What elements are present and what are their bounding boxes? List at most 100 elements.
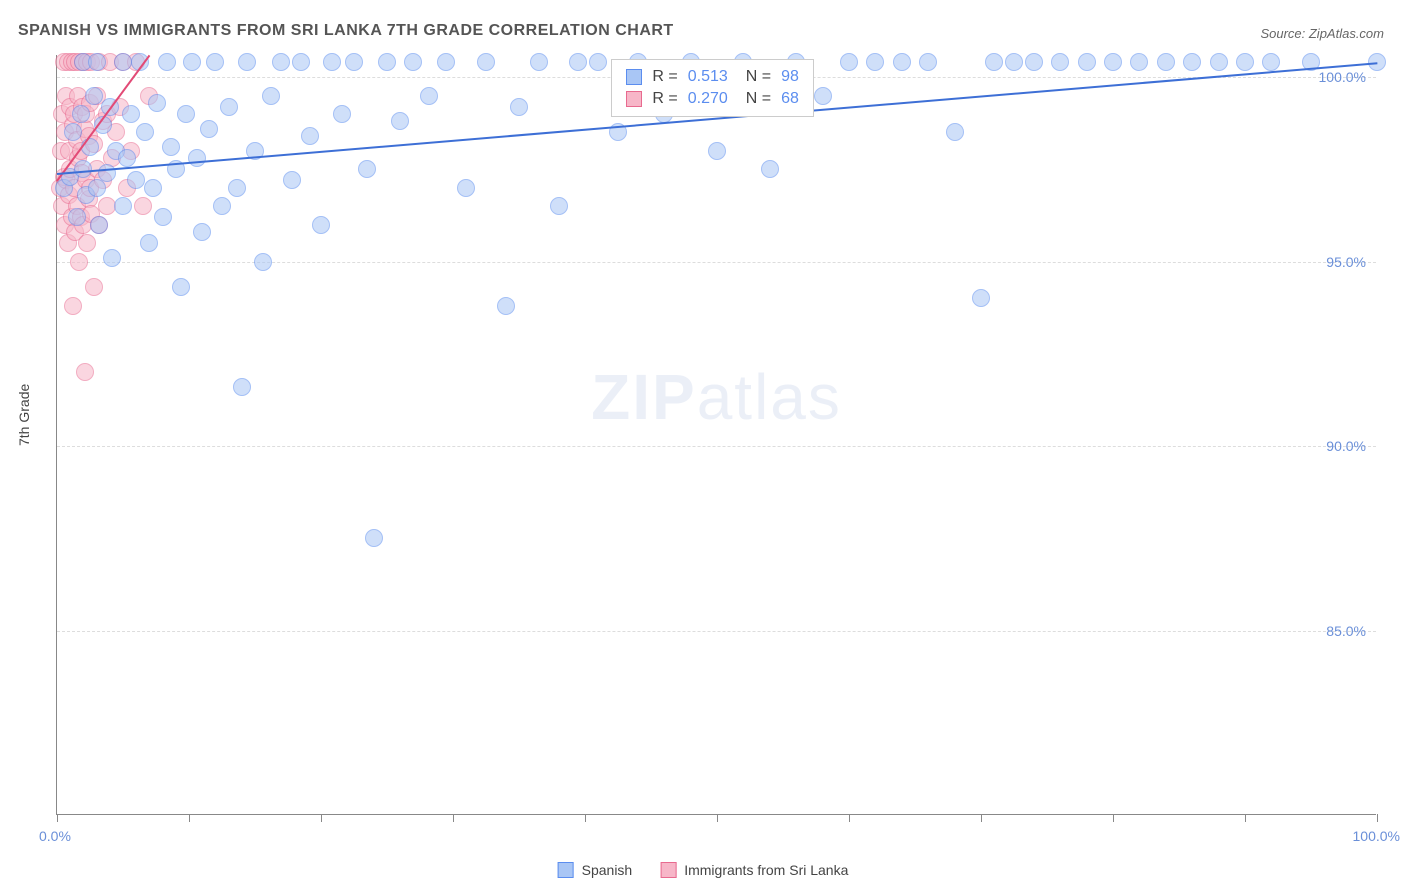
data-point bbox=[510, 98, 528, 116]
data-point bbox=[228, 179, 246, 197]
watermark-rest: atlas bbox=[697, 361, 842, 433]
data-point bbox=[1051, 53, 1069, 71]
data-point bbox=[477, 53, 495, 71]
x-tick bbox=[1245, 814, 1246, 822]
legend-item-spanish: Spanish bbox=[558, 862, 633, 878]
legend-n-label: N = bbox=[746, 90, 771, 108]
gridline bbox=[57, 446, 1376, 447]
data-point bbox=[301, 127, 319, 145]
data-point bbox=[188, 149, 206, 167]
x-tick bbox=[321, 814, 322, 822]
data-point bbox=[64, 123, 82, 141]
data-point bbox=[420, 87, 438, 105]
x-tick bbox=[1113, 814, 1114, 822]
legend-n-label: N = bbox=[746, 68, 771, 86]
data-point bbox=[569, 53, 587, 71]
data-point bbox=[172, 278, 190, 296]
data-point bbox=[262, 87, 280, 105]
data-point bbox=[893, 53, 911, 71]
data-point bbox=[365, 529, 383, 547]
x-tick bbox=[453, 814, 454, 822]
data-point bbox=[404, 53, 422, 71]
gridline bbox=[57, 631, 1376, 632]
data-point bbox=[292, 53, 310, 71]
data-point bbox=[1236, 53, 1254, 71]
data-point bbox=[1078, 53, 1096, 71]
data-point bbox=[220, 98, 238, 116]
data-point bbox=[127, 171, 145, 189]
data-point bbox=[140, 234, 158, 252]
data-point bbox=[183, 53, 201, 71]
legend-r-value: 0.270 bbox=[688, 90, 728, 108]
x-tick bbox=[57, 814, 58, 822]
data-point bbox=[530, 53, 548, 71]
data-point bbox=[272, 53, 290, 71]
data-point bbox=[708, 142, 726, 160]
y-tick-label: 95.0% bbox=[1326, 254, 1366, 270]
data-point bbox=[946, 123, 964, 141]
source-prefix: Source: bbox=[1260, 26, 1308, 41]
swatch-srilanka bbox=[660, 862, 676, 878]
data-point bbox=[148, 94, 166, 112]
x-tick bbox=[1377, 814, 1378, 822]
data-point bbox=[1025, 53, 1043, 71]
data-point bbox=[840, 53, 858, 71]
data-point bbox=[333, 105, 351, 123]
data-point bbox=[193, 223, 211, 241]
data-point bbox=[1104, 53, 1122, 71]
data-point bbox=[550, 197, 568, 215]
legend-n-value: 98 bbox=[781, 68, 799, 86]
legend-top: R = 0.513 N = 98 R = 0.270 N = 68 bbox=[611, 59, 814, 117]
data-point bbox=[1005, 53, 1023, 71]
watermark: ZIPatlas bbox=[591, 360, 842, 434]
data-point bbox=[85, 87, 103, 105]
data-point bbox=[158, 53, 176, 71]
data-point bbox=[98, 164, 116, 182]
x-axis-max-label: 100.0% bbox=[1353, 828, 1400, 844]
data-point bbox=[88, 179, 106, 197]
legend-n-value: 68 bbox=[781, 90, 799, 108]
y-tick-label: 100.0% bbox=[1319, 69, 1366, 85]
data-point bbox=[103, 249, 121, 267]
legend-r-label: R = bbox=[652, 68, 677, 86]
data-point bbox=[154, 208, 172, 226]
data-point bbox=[391, 112, 409, 130]
data-point bbox=[457, 179, 475, 197]
data-point bbox=[1210, 53, 1228, 71]
data-point bbox=[254, 253, 272, 271]
source-attribution: Source: ZipAtlas.com bbox=[1260, 26, 1384, 41]
data-point bbox=[437, 53, 455, 71]
legend-swatch bbox=[626, 91, 642, 107]
data-point bbox=[68, 208, 86, 226]
data-point bbox=[88, 53, 106, 71]
source-name: ZipAtlas.com bbox=[1309, 26, 1384, 41]
data-point bbox=[238, 53, 256, 71]
data-point bbox=[323, 53, 341, 71]
data-point bbox=[78, 234, 96, 252]
legend-r-label: R = bbox=[652, 90, 677, 108]
legend-label-spanish: Spanish bbox=[582, 862, 633, 878]
legend-r-value: 0.513 bbox=[688, 68, 728, 86]
data-point bbox=[985, 53, 1003, 71]
data-point bbox=[866, 53, 884, 71]
data-point bbox=[589, 53, 607, 71]
data-point bbox=[162, 138, 180, 156]
x-axis-min-label: 0.0% bbox=[39, 828, 71, 844]
data-point bbox=[213, 197, 231, 215]
data-point bbox=[814, 87, 832, 105]
x-tick bbox=[849, 814, 850, 822]
data-point bbox=[283, 171, 301, 189]
swatch-spanish bbox=[558, 862, 574, 878]
legend-row: R = 0.270 N = 68 bbox=[626, 88, 799, 110]
data-point bbox=[90, 216, 108, 234]
data-point bbox=[972, 289, 990, 307]
data-point bbox=[64, 297, 82, 315]
legend-label-srilanka: Immigrants from Sri Lanka bbox=[684, 862, 848, 878]
data-point bbox=[118, 149, 136, 167]
data-point bbox=[70, 253, 88, 271]
data-point bbox=[1157, 53, 1175, 71]
data-point bbox=[177, 105, 195, 123]
plot-area: ZIPatlas 0.0% 100.0% 100.0%95.0%90.0%85.… bbox=[56, 55, 1376, 815]
data-point bbox=[1262, 53, 1280, 71]
x-tick bbox=[981, 814, 982, 822]
